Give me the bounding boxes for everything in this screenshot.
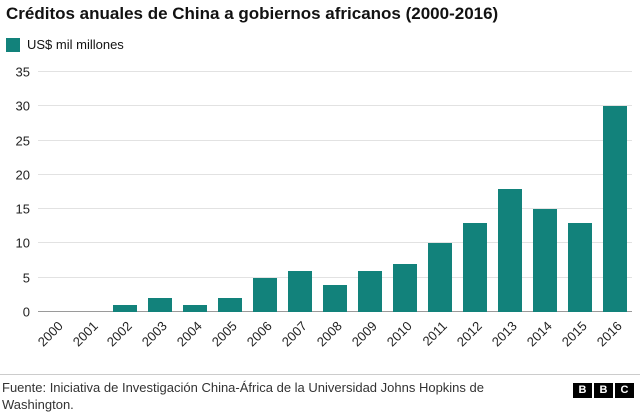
- gridline: [38, 208, 632, 210]
- bar-2006: [253, 277, 278, 312]
- x-tick-label: 2001: [69, 318, 101, 350]
- y-tick-label: 30: [15, 98, 30, 114]
- bbc-logo-letter: B: [573, 383, 592, 398]
- y-tick-label: 25: [15, 133, 30, 149]
- bar-2016: [602, 106, 627, 312]
- bar-2015: [567, 222, 592, 312]
- x-tick-label: 2011: [419, 318, 450, 349]
- x-tick-label: 2016: [593, 318, 625, 350]
- x-tick-label: 2013: [488, 318, 520, 350]
- x-tick-label: 2006: [243, 318, 276, 350]
- bar-2013: [497, 188, 522, 312]
- y-tick-label: 5: [22, 270, 30, 286]
- gridline: [38, 139, 632, 141]
- y-tick-label: 0: [22, 304, 30, 320]
- x-tick-label: 2005: [209, 318, 241, 350]
- legend-swatch: [6, 37, 20, 52]
- x-tick-label: 2010: [383, 318, 415, 350]
- x-tick-label: 2003: [139, 318, 171, 350]
- bar-2011: [427, 243, 452, 312]
- bar-2014: [532, 209, 557, 312]
- x-tick-label: 2008: [313, 318, 345, 350]
- gridline: [38, 242, 632, 244]
- gridline: [38, 71, 632, 72]
- bar-2002: [113, 305, 138, 312]
- chart-title: Créditos anuales de China a gobiernos af…: [6, 4, 499, 23]
- bar-2010: [392, 264, 417, 312]
- gridline: [38, 105, 632, 107]
- y-tick-label: 35: [15, 64, 30, 80]
- bar-2004: [183, 305, 208, 312]
- plot-area: 0 5 10 15 20 25 30 35 2000 2001 2002 2003 2004 2005 20…: [16, 66, 632, 349]
- x-tick-label: 2015: [558, 318, 590, 350]
- x-tick-label: 2012: [453, 318, 485, 350]
- bar-chart: 0 5 10 15 20 25 30 35 2000 2001 2002 2003 2004 2005 20…: [16, 66, 632, 349]
- bbc-logo-letter: B: [594, 383, 613, 398]
- bbc-logo-letter: C: [615, 383, 634, 398]
- gridline: [38, 276, 632, 278]
- x-tick-label: 2002: [104, 318, 136, 350]
- x-tick-label: 2007: [278, 318, 310, 350]
- y-tick-label: 20: [15, 167, 30, 183]
- gridline: [38, 173, 632, 175]
- x-tick-label: 2014: [523, 318, 555, 350]
- bar-2012: [462, 222, 487, 312]
- legend-label: US$ mil millones: [27, 37, 124, 52]
- bar-2009: [357, 270, 382, 312]
- bar-2005: [218, 298, 243, 312]
- y-tick-label: 15: [15, 201, 30, 217]
- bar-2008: [323, 284, 347, 312]
- x-tick-label: 2009: [348, 318, 380, 350]
- x-tick-label: 2004: [174, 318, 206, 350]
- bar-2007: [288, 270, 313, 312]
- x-tick-label: 2000: [34, 318, 66, 350]
- source-text: Fuente: Iniciativa de Investigación Chin…: [2, 380, 484, 412]
- bar-2003: [148, 298, 173, 312]
- y-tick-label: 10: [15, 235, 30, 251]
- footer: Fuente: Iniciativa de Investigación Chin…: [0, 374, 640, 418]
- legend: US$ mil millones: [6, 37, 124, 52]
